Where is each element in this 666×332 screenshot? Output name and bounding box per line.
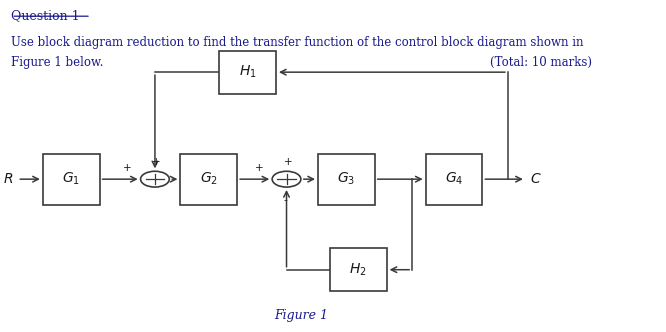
Text: Question 1: Question 1 <box>11 10 80 23</box>
Text: $R$: $R$ <box>3 172 13 186</box>
Text: $G_{3}$: $G_{3}$ <box>337 171 356 187</box>
Circle shape <box>141 171 169 187</box>
FancyBboxPatch shape <box>426 154 482 205</box>
Text: $C$: $C$ <box>530 172 541 186</box>
Text: +: + <box>123 163 132 173</box>
FancyBboxPatch shape <box>318 154 375 205</box>
Text: +: + <box>152 157 161 167</box>
FancyBboxPatch shape <box>43 154 100 205</box>
Text: $H_{1}$: $H_{1}$ <box>239 64 256 80</box>
Text: (Total: 10 marks): (Total: 10 marks) <box>490 56 591 69</box>
Text: $G_{2}$: $G_{2}$ <box>200 171 218 187</box>
Text: -: - <box>283 195 287 205</box>
Text: $G_{1}$: $G_{1}$ <box>62 171 80 187</box>
FancyBboxPatch shape <box>219 51 276 94</box>
Text: +: + <box>284 157 292 167</box>
Text: Use block diagram reduction to find the transfer function of the control block d: Use block diagram reduction to find the … <box>11 36 584 49</box>
Text: +: + <box>255 163 264 173</box>
Circle shape <box>272 171 301 187</box>
FancyBboxPatch shape <box>330 248 387 291</box>
Text: Figure 1: Figure 1 <box>274 309 328 322</box>
Text: $H_{2}$: $H_{2}$ <box>350 262 367 278</box>
Text: $G_{4}$: $G_{4}$ <box>445 171 463 187</box>
Text: Figure 1 below.: Figure 1 below. <box>11 56 104 69</box>
FancyBboxPatch shape <box>180 154 237 205</box>
